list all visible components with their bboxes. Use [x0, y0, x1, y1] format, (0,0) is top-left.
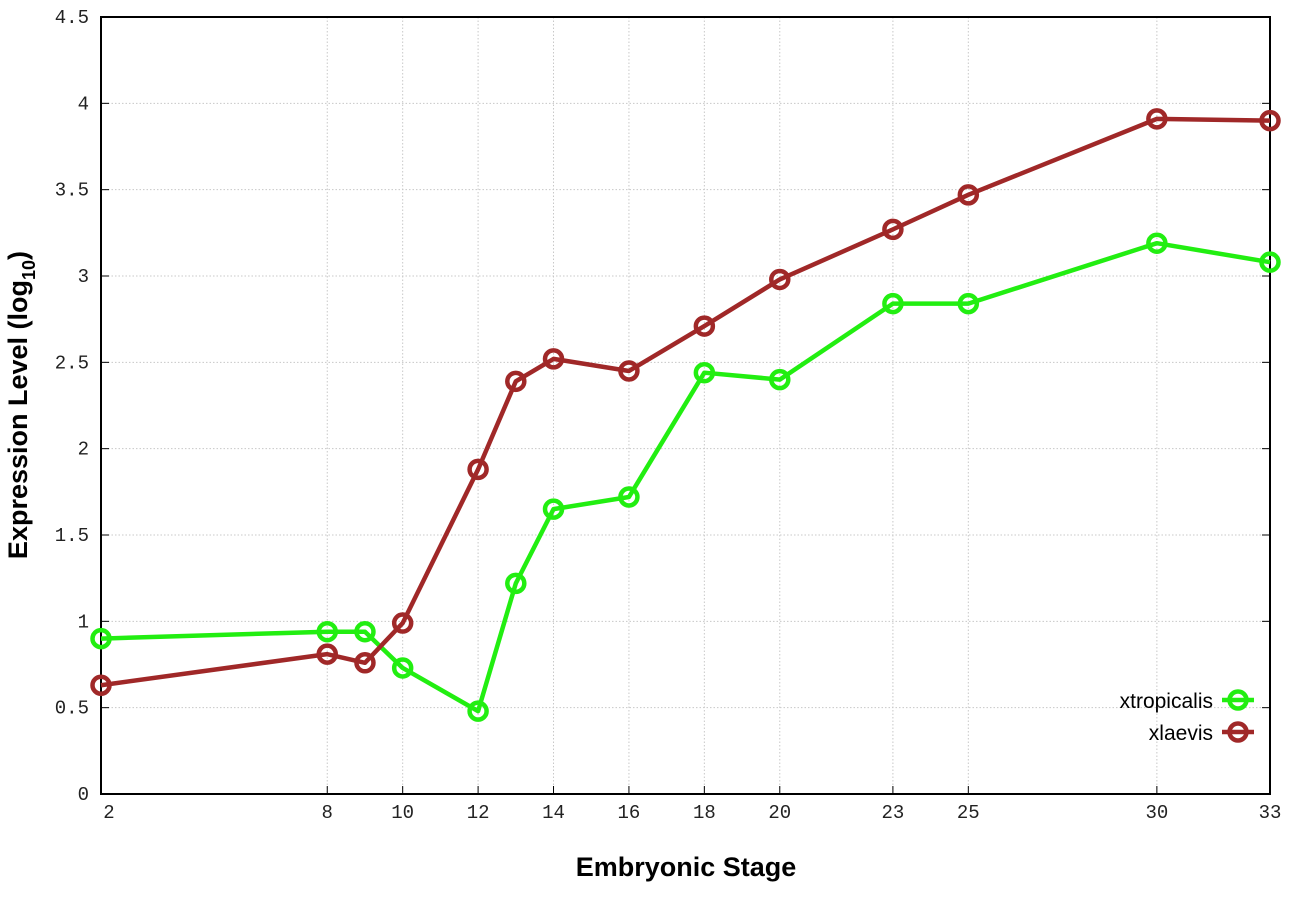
x-tick-label: 2 [103, 802, 114, 824]
data-point-xlaevis [769, 268, 791, 291]
data-point-xtropicalis [90, 627, 112, 650]
data-point-xtropicalis [391, 657, 414, 679]
axes [100, 16, 1271, 795]
legend-marker-xlaevis [1227, 721, 1249, 743]
data-point-xlaevis [505, 370, 527, 393]
y-tick-label: 0 [78, 784, 89, 806]
data-point-xtropicalis [316, 620, 339, 643]
y-tick-label: 1 [78, 611, 89, 633]
data-point-xlaevis [316, 643, 339, 665]
x-tick-label: 14 [542, 802, 565, 824]
series-line-xtropicalis [100, 240, 1271, 714]
series-xtropicalis [90, 232, 1281, 722]
data-point-xtropicalis [1259, 251, 1281, 273]
x-tick-label: 33 [1259, 802, 1282, 824]
plot-frame [100, 16, 1271, 795]
y-tick-label: 3 [78, 266, 89, 288]
data-point-xlaevis [467, 458, 489, 481]
data-point-xtropicalis [505, 572, 527, 595]
data-point-xlaevis [391, 612, 414, 634]
data-point-xlaevis [618, 360, 640, 382]
data-point-xtropicalis [1146, 232, 1168, 254]
grid [101, 17, 1270, 794]
data-point-xtropicalis [693, 361, 716, 384]
data-point-xtropicalis [882, 292, 904, 315]
series-xlaevis [90, 108, 1281, 696]
data-point-xtropicalis [957, 292, 980, 315]
y-tick-label: 2 [78, 439, 89, 461]
series-layer [90, 108, 1281, 722]
data-point-xtropicalis [618, 486, 640, 508]
y-tick-label: 2.5 [55, 352, 89, 374]
data-point-xtropicalis [354, 620, 376, 643]
x-tick-label: 12 [467, 802, 490, 824]
data-point-xlaevis [354, 652, 376, 674]
data-point-xtropicalis [467, 700, 489, 722]
y-axis-label-subscript: 10 [19, 260, 39, 280]
y-axis-label-end: ) [3, 251, 33, 260]
data-point-xlaevis [1259, 109, 1281, 132]
x-tick-label: 23 [881, 802, 904, 824]
x-tick-label: 20 [768, 802, 791, 824]
x-tick-label: 8 [322, 802, 333, 824]
y-tick-label: 1.5 [55, 525, 89, 547]
y-axis-label: Expression Level (log10) [3, 251, 39, 559]
x-tick-label: 16 [618, 802, 641, 824]
y-tick-label: 4 [78, 93, 89, 115]
x-axis-label: Embryonic Stage [576, 852, 797, 882]
data-point-xlaevis [1146, 108, 1168, 130]
data-point-xlaevis [882, 218, 904, 241]
legend-marker-xtropicalis [1227, 689, 1249, 711]
legend: xtropicalis xlaevis [1120, 689, 1254, 745]
tick-labels: 0 0.5 1 1.5 2 2.5 3 3.5 4 4.5 2 8 10 12 14 16 18 20 23 25 30… [55, 7, 1282, 824]
y-axis-label-main: Expression Level (log [3, 280, 33, 559]
y-tick-label: 3.5 [55, 180, 89, 202]
legend-label-xlaevis: xlaevis [1149, 722, 1213, 745]
x-tick-label: 25 [957, 802, 980, 824]
y-tick-label: 0.5 [55, 698, 89, 720]
y-tick-label: 4.5 [55, 7, 89, 29]
data-point-xtropicalis [769, 368, 791, 391]
data-point-xlaevis [90, 674, 112, 696]
legend-label-xtropicalis: xtropicalis [1120, 690, 1213, 713]
data-point-xlaevis [542, 348, 565, 370]
x-tick-label: 10 [391, 802, 414, 824]
x-tick-label: 30 [1145, 802, 1168, 824]
data-point-xtropicalis [542, 498, 565, 520]
data-point-xlaevis [957, 184, 980, 206]
x-tick-label: 18 [693, 802, 716, 824]
data-point-xlaevis [693, 315, 716, 337]
